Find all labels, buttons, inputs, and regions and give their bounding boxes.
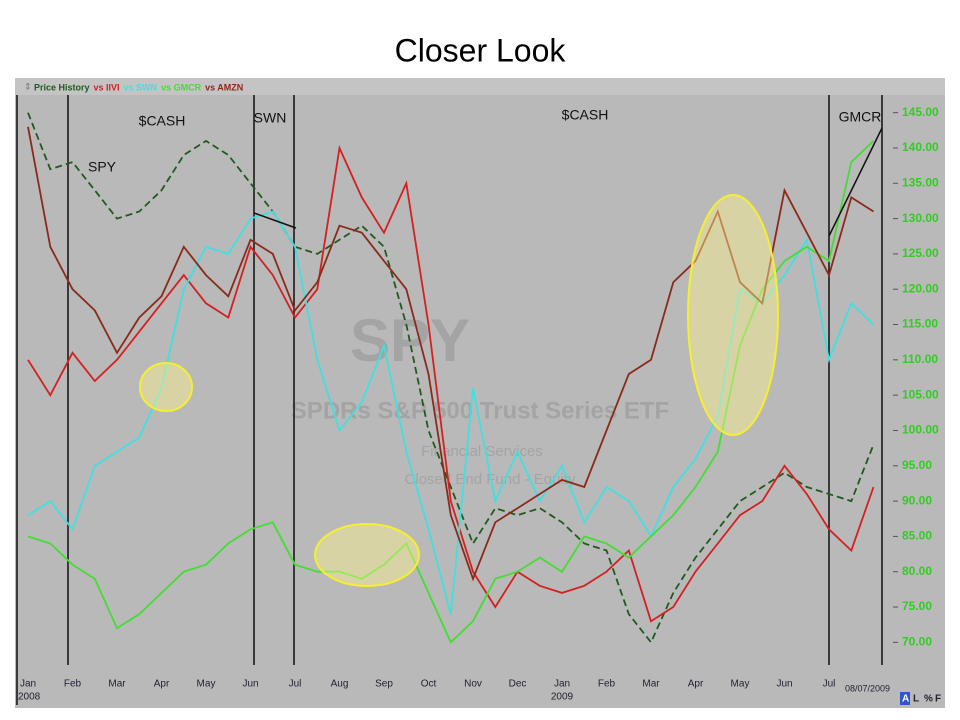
y-tick-label: 75.00 bbox=[902, 599, 932, 613]
x-tick-label: Sep bbox=[375, 679, 393, 690]
series-line bbox=[27, 112, 875, 645]
x-tick-label: May bbox=[731, 679, 750, 690]
y-tick-label: 115.00 bbox=[902, 317, 938, 331]
annotation: GMCR bbox=[839, 109, 882, 125]
highlight-ellipse bbox=[139, 362, 193, 412]
y-tick-label: 110.00 bbox=[902, 352, 938, 366]
annotation: SWN bbox=[254, 110, 287, 126]
y-tick-label: 145.00 bbox=[902, 105, 939, 119]
legend-entry: vs GMCR bbox=[161, 82, 202, 92]
y-tick-label: 120.00 bbox=[902, 281, 939, 295]
chart-header bbox=[15, 78, 945, 95]
control-highlight bbox=[900, 692, 910, 705]
x-tick-label: Jun bbox=[242, 679, 258, 690]
chart-background bbox=[15, 78, 945, 708]
control: F bbox=[935, 694, 941, 705]
x-tick-label: Jan bbox=[554, 679, 570, 690]
y-tick-label: 70.00 bbox=[902, 635, 932, 649]
x-tick-label: Aug bbox=[331, 679, 349, 690]
x-tick-label: Nov bbox=[464, 679, 482, 690]
trend-lines bbox=[253, 127, 883, 237]
vertical-markers bbox=[16, 95, 883, 705]
legend-entry: vs SWN bbox=[124, 82, 158, 92]
control: A bbox=[902, 694, 909, 705]
y-tick-label: 100.00 bbox=[902, 423, 939, 437]
y-tick-label: 90.00 bbox=[902, 493, 932, 507]
legend-entry: vs AMZN bbox=[205, 82, 243, 92]
x-tick-label: Jun bbox=[776, 679, 792, 690]
y-tick-label: 95.00 bbox=[902, 458, 932, 472]
highlight-ellipse bbox=[314, 523, 420, 587]
x-tick-label: Jul bbox=[823, 679, 836, 690]
annotation: $CASH bbox=[139, 113, 186, 129]
x-tick-label: Jul bbox=[289, 679, 302, 690]
x-tick-label: May bbox=[197, 679, 216, 690]
trend-line bbox=[253, 212, 297, 229]
legend-icon: ⇕ bbox=[24, 81, 32, 91]
slide-title: Closer Look bbox=[395, 32, 567, 68]
y-tick-label: 125.00 bbox=[902, 246, 939, 260]
plot bbox=[27, 112, 875, 645]
annotation: SPY bbox=[88, 159, 117, 175]
series-line bbox=[27, 140, 875, 644]
x-tick-label: Mar bbox=[108, 679, 126, 690]
x-tick-label: Feb bbox=[598, 679, 616, 690]
x-tick-label: Jan bbox=[20, 679, 36, 690]
legend-entry: vs IIVI bbox=[94, 82, 120, 92]
watermark-text: Financial Services bbox=[421, 443, 543, 460]
y-tick-label: 135.00 bbox=[902, 175, 939, 189]
control: L bbox=[913, 694, 919, 705]
y-tick-label: 85.00 bbox=[902, 529, 932, 543]
y-tick-label: 130.00 bbox=[902, 211, 939, 225]
legend-entry: Price History bbox=[34, 82, 90, 92]
x-tick-label: Mar bbox=[642, 679, 660, 690]
year-label: 2008 bbox=[18, 692, 41, 703]
year-label: 2009 bbox=[551, 692, 574, 703]
y-tick-label: 140.00 bbox=[902, 140, 939, 154]
series-line bbox=[27, 144, 875, 623]
x-tick-label: Apr bbox=[688, 679, 704, 690]
highlight-ellipse bbox=[687, 194, 779, 436]
x-tick-label: Oct bbox=[421, 679, 437, 690]
y-tick-label: 105.00 bbox=[902, 387, 939, 401]
x-tick-label: Dec bbox=[509, 679, 527, 690]
trend-line bbox=[828, 127, 883, 237]
x-tick-label: Feb bbox=[64, 679, 82, 690]
control: % bbox=[924, 694, 933, 705]
y-tick-label: 80.00 bbox=[902, 564, 932, 578]
x-tick-label: Apr bbox=[154, 679, 170, 690]
annotation: $CASH bbox=[562, 107, 609, 123]
series-line bbox=[27, 210, 875, 615]
series-line bbox=[27, 126, 874, 582]
highlights bbox=[139, 194, 779, 587]
date-label: 08/07/2009 bbox=[845, 683, 890, 693]
